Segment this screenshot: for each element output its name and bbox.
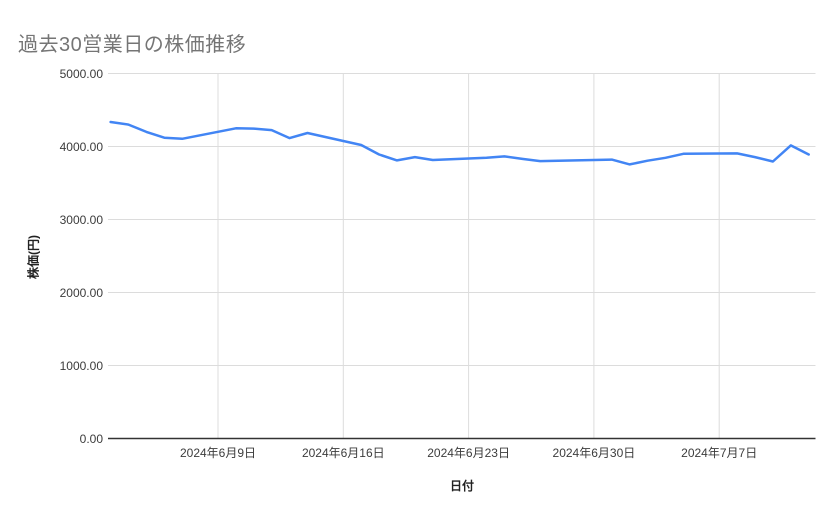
x-tick-label: 2024年6月30日 (552, 446, 636, 460)
y-tick-label: 3000.00 (59, 212, 103, 227)
x-tick-label: 2024年7月7日 (681, 446, 758, 460)
x-tick-label: 2024年6月9日 (179, 446, 257, 460)
y-tick-label: 0.00 (79, 431, 103, 446)
x-tick-label: 2024年6月23日 (427, 446, 510, 460)
y-tick-label: 4000.00 (59, 139, 103, 154)
price-line-series (109, 120, 810, 166)
x-axis-title: 日付 (449, 479, 475, 493)
y-tick-label: 1000.00 (59, 358, 103, 373)
x-tick-label: 2024年6月16日 (301, 446, 385, 460)
y-tick-label: 2000.00 (59, 285, 103, 300)
chart-title: 過去30営業日の株価推移 (18, 34, 247, 56)
y-tick-label: 5000.00 (59, 66, 103, 81)
